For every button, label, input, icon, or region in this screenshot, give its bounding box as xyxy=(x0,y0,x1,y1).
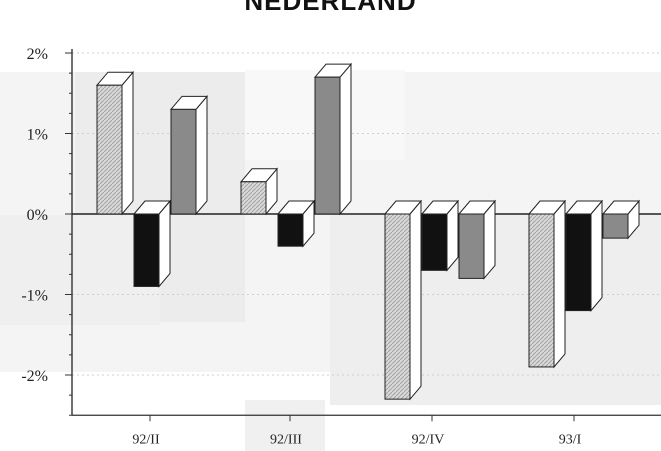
x-tick-label: 92/III xyxy=(270,432,302,447)
bar-3d xyxy=(313,62,353,216)
y-tick-label: 1% xyxy=(27,127,48,144)
bar xyxy=(314,76,341,215)
bar xyxy=(602,213,629,239)
chart-title: NEDERLAND xyxy=(244,0,417,16)
bar-side xyxy=(195,94,208,216)
bar-side xyxy=(553,199,566,369)
bar-3d xyxy=(527,199,567,369)
bar-side xyxy=(121,70,134,216)
y-tick-label: -2% xyxy=(21,368,48,385)
x-tick-label: 93/I xyxy=(559,432,582,447)
bar xyxy=(458,213,485,279)
bar-3d xyxy=(239,167,279,216)
background-panel xyxy=(245,400,325,451)
bar-3d xyxy=(420,199,460,272)
bar-3d xyxy=(383,199,423,401)
bar-3d xyxy=(132,199,172,288)
bar-3d xyxy=(564,199,604,312)
bar xyxy=(528,213,555,368)
bar-3d xyxy=(457,199,497,280)
bar-3d xyxy=(169,94,209,216)
bar xyxy=(133,213,160,287)
bar-side xyxy=(158,199,171,288)
bar xyxy=(277,213,304,247)
y-tick-label: -1% xyxy=(21,288,48,305)
bar xyxy=(240,181,267,215)
bar xyxy=(421,213,448,271)
bar xyxy=(96,84,123,215)
bar xyxy=(384,213,411,400)
x-tick-label: 92/IV xyxy=(412,432,445,447)
bar-side xyxy=(339,62,352,216)
x-tick-label: 92/II xyxy=(132,432,160,447)
bar xyxy=(565,213,592,312)
y-tick-label: 0% xyxy=(27,207,48,224)
y-tick-label: 2% xyxy=(27,46,48,63)
bar xyxy=(170,108,197,215)
bar-side xyxy=(590,199,603,312)
background-panel xyxy=(0,215,160,325)
bar-side xyxy=(409,199,422,401)
bar-3d xyxy=(95,70,135,216)
bar-3d xyxy=(276,199,316,248)
bar-3d xyxy=(601,199,641,240)
